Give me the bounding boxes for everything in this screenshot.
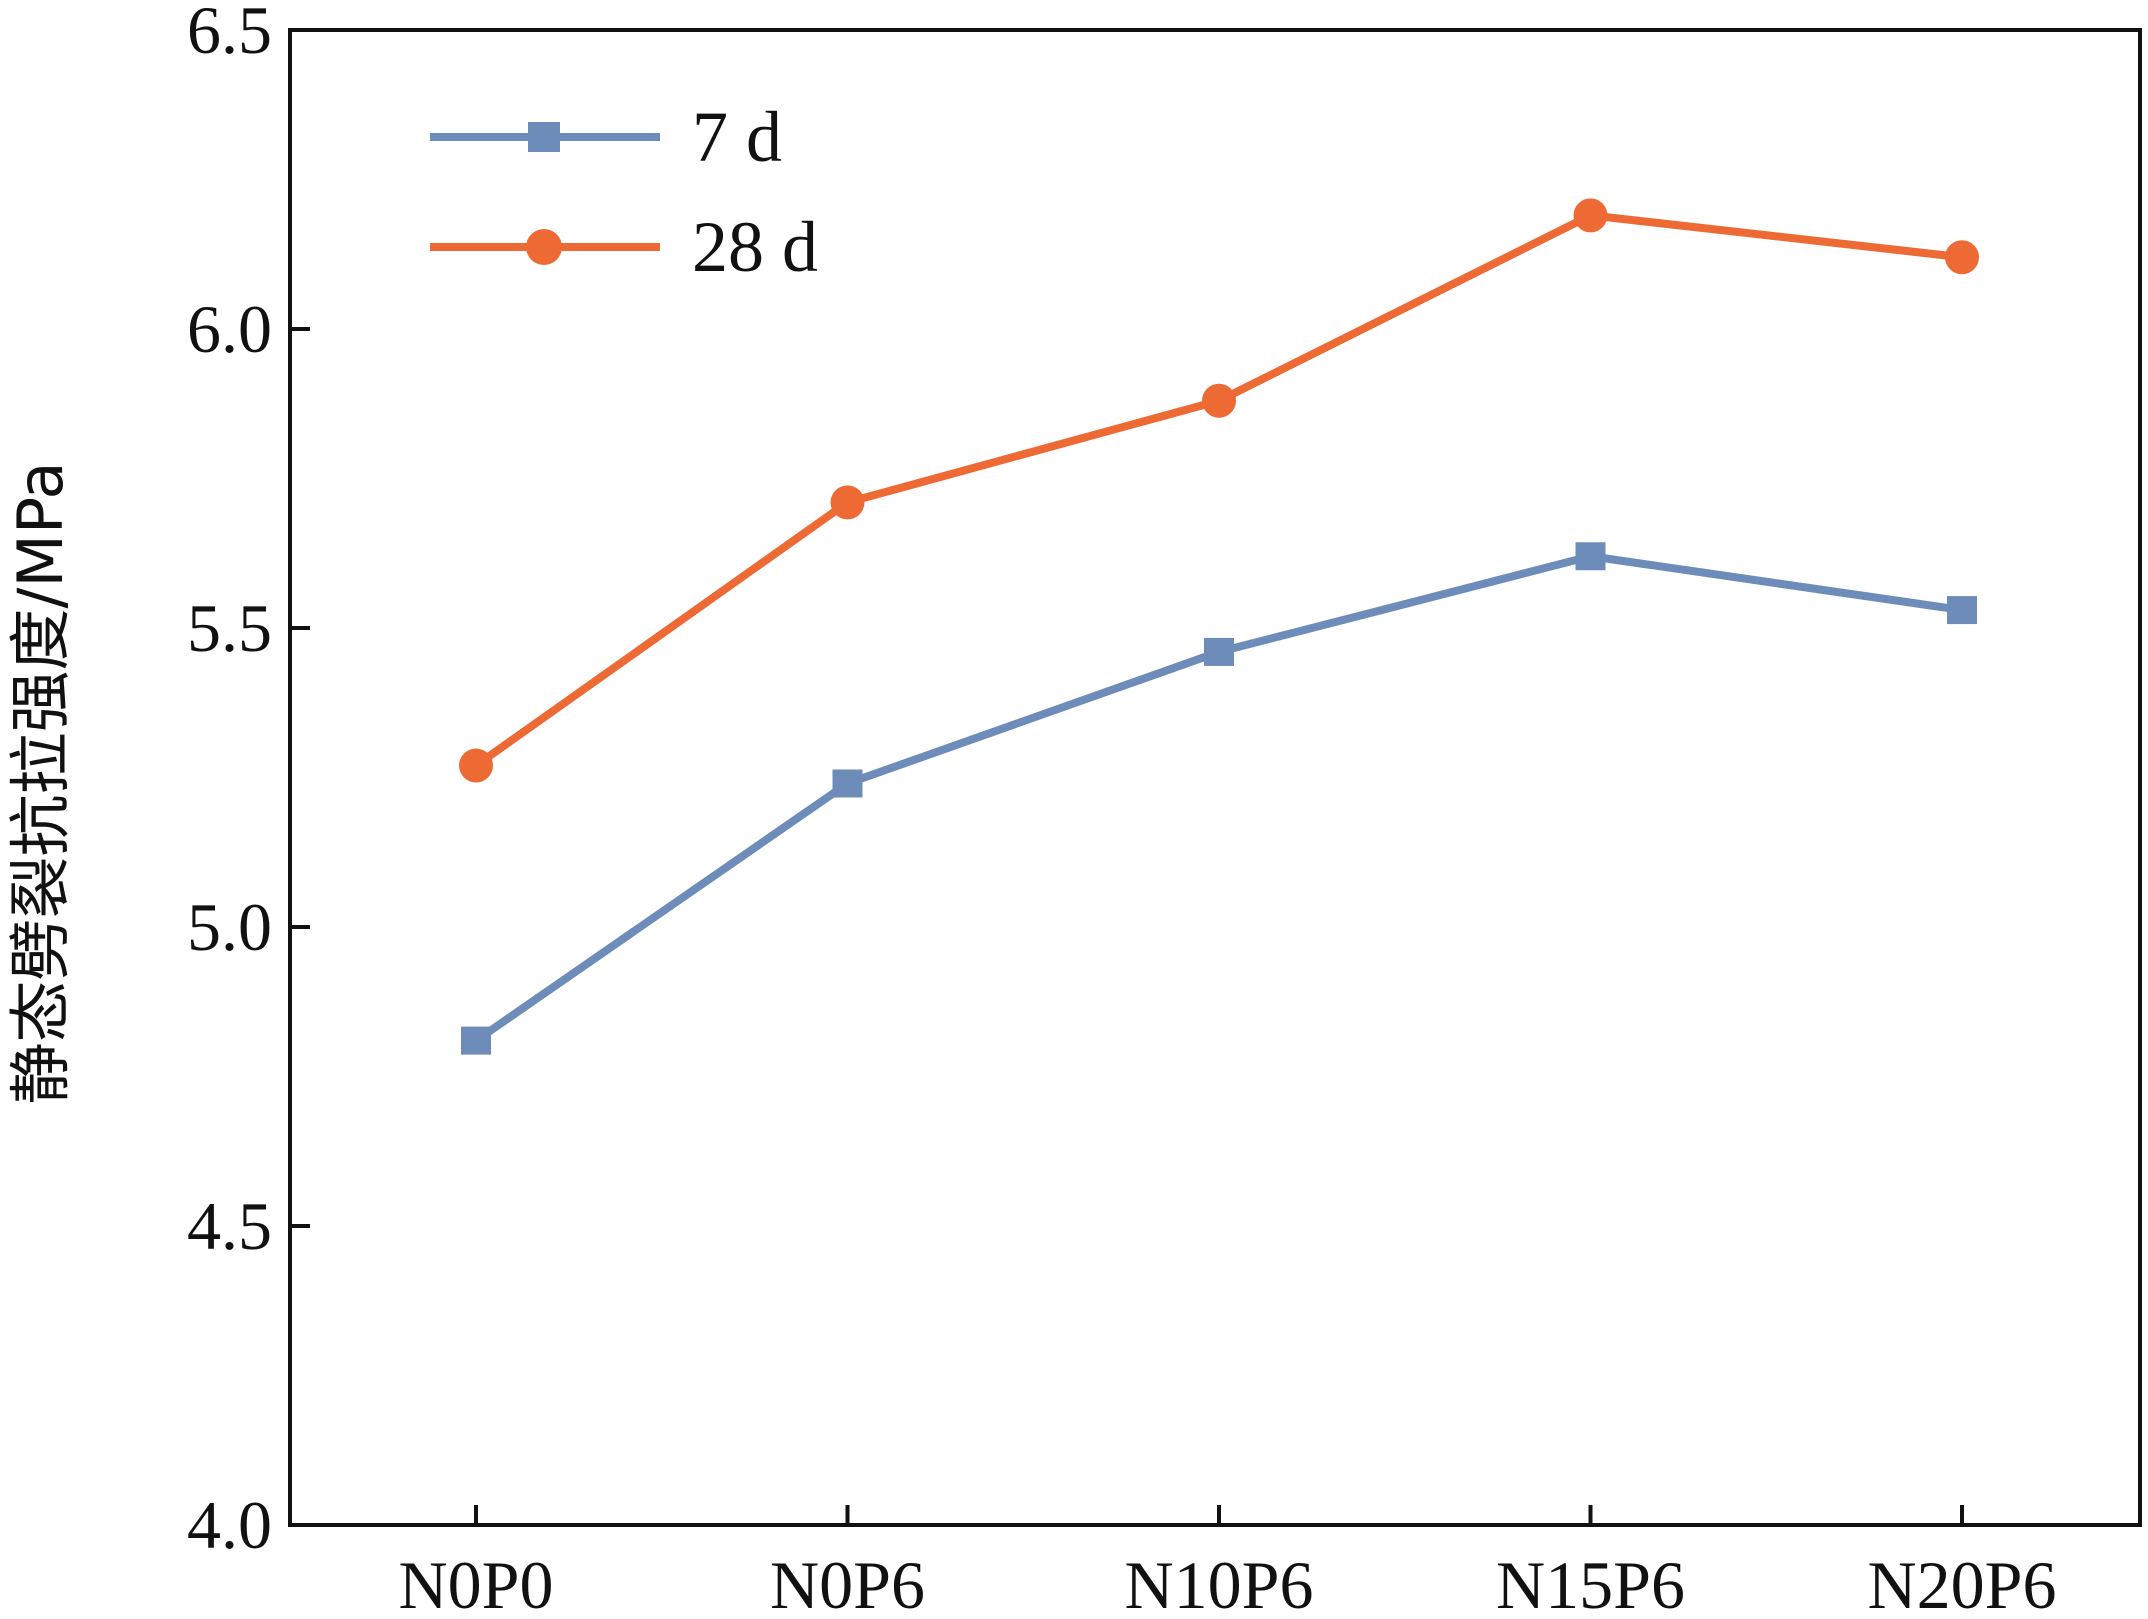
data-point	[1573, 198, 1608, 233]
legend-label: 28 d	[692, 207, 818, 287]
legend-marker	[528, 122, 560, 152]
legend-marker	[526, 229, 562, 265]
axes: 4.0 4.5 5.0 5.5 6.0 6.5 N0P0 N0P6 N10P6 N15P6 N20P…	[187, 0, 2142, 1619]
y-tick-label: 4.0	[187, 1487, 272, 1563]
x-tick-label: N15P6	[1496, 1547, 1685, 1619]
data-point	[461, 1026, 491, 1055]
legend-label: 7 d	[692, 97, 782, 177]
data-point	[1202, 383, 1236, 418]
x-tick-label: N0P0	[399, 1547, 554, 1619]
legend: 7 d 28 d	[430, 97, 818, 287]
plot-frame	[288, 28, 2142, 1527]
y-tick-label: 4.5	[187, 1188, 272, 1264]
series-line	[473, 211, 1963, 769]
series-layer	[459, 198, 1979, 1055]
series-line	[473, 552, 1963, 1044]
y-tick-label: 5.0	[187, 889, 272, 965]
data-point	[832, 769, 863, 798]
data-point	[1947, 596, 1977, 625]
y-axis-label: 静态劈裂抗拉强度/MPa	[4, 462, 77, 1105]
series-1	[461, 542, 1977, 1055]
y-tick-label: 6.0	[187, 291, 272, 367]
x-tick-label: N10P6	[1125, 1547, 1314, 1619]
y-tick-label: 6.5	[187, 0, 272, 68]
data-point	[1204, 637, 1234, 666]
data-point	[1945, 240, 1979, 275]
legend-entry: 7 d	[430, 97, 782, 177]
legend-entry: 28 d	[430, 207, 818, 287]
y-tick-label: 5.5	[187, 590, 272, 666]
series-2	[459, 198, 1979, 783]
x-tick-label: N20P6	[1868, 1547, 2057, 1619]
x-tick-label: N0P6	[770, 1547, 925, 1619]
data-point	[1575, 542, 1606, 571]
data-point	[459, 748, 493, 783]
data-point	[830, 485, 865, 520]
